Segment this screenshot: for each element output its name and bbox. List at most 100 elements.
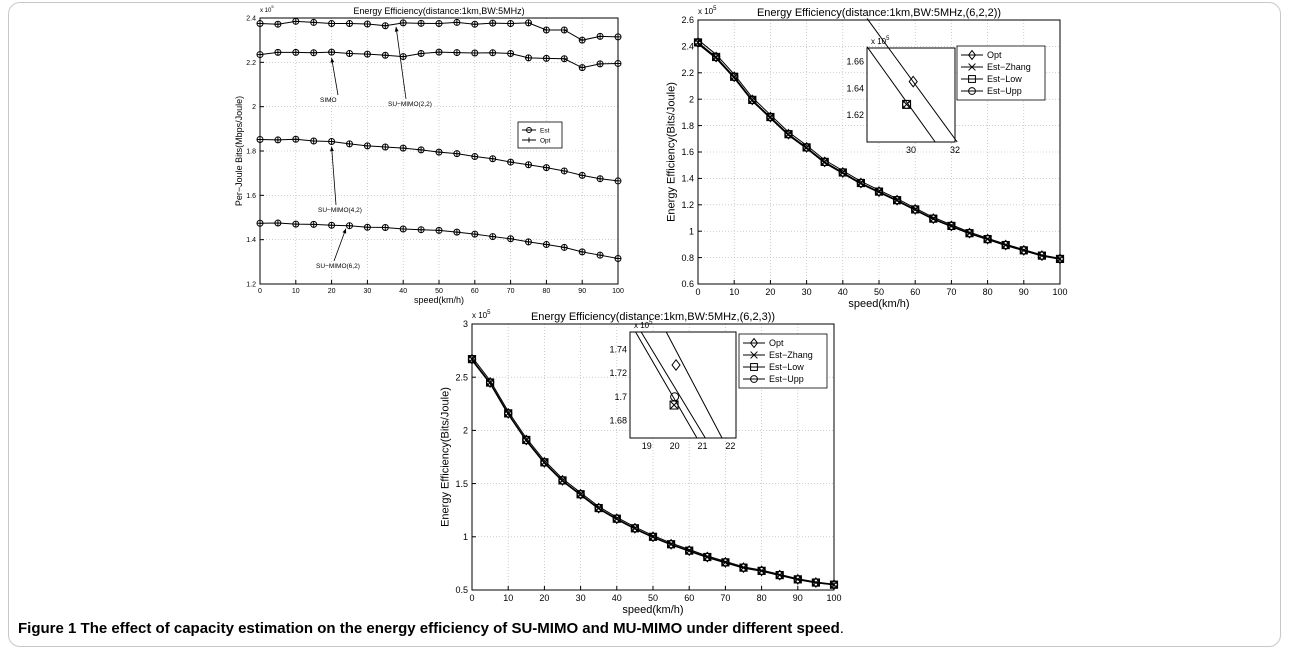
c-inset-line xyxy=(640,331,706,439)
caption-label: Figure 1 xyxy=(18,620,77,637)
a-ytick-label: 1.4 xyxy=(246,237,256,244)
a-point-opt xyxy=(292,18,299,25)
a-legend-box xyxy=(517,121,563,149)
chart-simo-su-mimo: 0 10 20 30 40 50 60 70 80 90 100 1.2 1.4 1.6 1.8 2 2.2 2.… xyxy=(234,4,624,305)
a-point-opt xyxy=(615,60,621,67)
b-point-diamond xyxy=(1037,250,1047,262)
a-annotation-label: SIMO xyxy=(320,97,337,104)
a-point-opt xyxy=(597,60,604,67)
c-point-diamond xyxy=(829,579,839,591)
c-inset-area xyxy=(629,331,737,439)
a-point-opt xyxy=(436,227,442,234)
c-point-diamond xyxy=(540,456,549,468)
c-point-diamond xyxy=(594,502,603,514)
b-exponent: x 105 xyxy=(698,6,717,16)
b-ytick-label: 2.2 xyxy=(681,68,694,78)
a-annotation-arrow xyxy=(331,57,339,96)
a-point-opt xyxy=(543,164,550,171)
a-point-opt xyxy=(257,20,263,27)
a-point-opt xyxy=(382,22,389,29)
a-point-opt xyxy=(364,20,371,27)
b-inset-xtick-label: 32 xyxy=(950,145,960,155)
c-point-diamond xyxy=(775,569,784,581)
a-point-opt xyxy=(418,20,425,27)
a-point-opt xyxy=(597,33,604,40)
c-ytick-label: 3 xyxy=(463,319,468,329)
a-xtick-label: 60 xyxy=(471,288,479,295)
b-point-diamond xyxy=(838,166,848,178)
b-point-diamond xyxy=(1001,239,1010,251)
b-point-circle xyxy=(748,95,757,104)
c-legend-label: Est−Low xyxy=(769,362,804,372)
a-point-opt xyxy=(436,49,442,56)
c-point-diamond xyxy=(739,562,748,574)
a-point-opt xyxy=(364,142,371,149)
c-ylabel: Energy Efficiency(Bits/Joule) xyxy=(440,387,452,527)
a-point-opt xyxy=(453,150,460,157)
a-point-opt xyxy=(346,222,353,229)
b-ytick-label: 2.4 xyxy=(681,42,694,52)
c-inset-line xyxy=(635,331,698,439)
b-inset-marker xyxy=(902,99,912,109)
a-point-opt xyxy=(561,167,568,174)
b-point-circle xyxy=(856,178,865,188)
c-point-circle xyxy=(648,532,658,541)
c-point-diamond xyxy=(503,407,513,419)
a-point-opt xyxy=(257,51,263,58)
a-point-opt xyxy=(453,49,460,56)
a-xtick-label: 100 xyxy=(612,288,624,295)
a-point-opt xyxy=(274,220,281,227)
a-annotation-label: SU−MIMO(4,2) xyxy=(318,207,362,214)
b-point-circle xyxy=(802,143,811,152)
a-point-opt xyxy=(597,175,604,182)
c-point-diamond xyxy=(576,488,585,500)
b-ytick-label: 1.6 xyxy=(681,147,694,157)
c-xtick-label: 10 xyxy=(503,593,513,603)
b-inset-exponent: x 105 xyxy=(871,36,890,46)
b-legend-label: Est−Zhang xyxy=(987,62,1031,72)
b-ylabel: Energy Efficiency(Bits/Joule) xyxy=(666,82,678,222)
a-legend-label: Est xyxy=(540,127,550,134)
a-point-opt xyxy=(418,146,425,153)
c-point-diamond xyxy=(666,538,676,550)
b-ytick-label: 1.4 xyxy=(681,174,694,184)
c-point-circle xyxy=(558,476,567,485)
a-point-opt xyxy=(525,19,532,26)
b-point-circle xyxy=(838,168,847,177)
a-xtick-label: 50 xyxy=(435,288,443,295)
c-point-diamond xyxy=(757,565,766,577)
c-point-circle xyxy=(775,571,784,580)
b-point-circle xyxy=(693,38,703,47)
a-point-opt xyxy=(346,140,353,147)
b-inset-ytick-label: 1.64 xyxy=(846,83,864,93)
b-ytick-label: 2.6 xyxy=(681,15,694,25)
c-inset-marker xyxy=(671,358,681,371)
b-point-circle xyxy=(766,112,775,122)
b-legend-marker xyxy=(968,75,976,83)
a-point-opt xyxy=(507,235,514,242)
c-inset-ytick-label: 1.72 xyxy=(609,368,627,378)
c-point-diamond xyxy=(467,353,477,365)
b-point-diamond xyxy=(729,71,739,83)
a-xtick-label: 70 xyxy=(507,288,515,295)
c-inset-marker xyxy=(669,400,679,410)
b-point-diamond xyxy=(929,213,938,225)
a-point-opt xyxy=(310,138,317,145)
a-point-opt xyxy=(346,50,353,57)
c-point-circle xyxy=(667,540,676,549)
a-point-opt xyxy=(328,20,335,27)
b-xtick-label: 20 xyxy=(765,287,775,297)
b-point-diamond xyxy=(1019,244,1029,256)
a-point-opt xyxy=(579,37,586,44)
a-point-opt xyxy=(310,221,317,228)
a-point-opt xyxy=(453,229,460,236)
a-point-opt xyxy=(257,220,263,227)
a-ylabel: Per−Joule Bits(Mbps/Joule) xyxy=(234,96,244,206)
a-point-opt xyxy=(489,233,496,240)
b-point-diamond xyxy=(892,194,902,206)
b-point-diamond xyxy=(947,220,956,232)
a-point-opt xyxy=(471,231,478,238)
b-point-circle xyxy=(1001,240,1010,250)
c-point-diamond xyxy=(630,522,640,534)
c-ytick-label: 1.5 xyxy=(455,479,468,489)
